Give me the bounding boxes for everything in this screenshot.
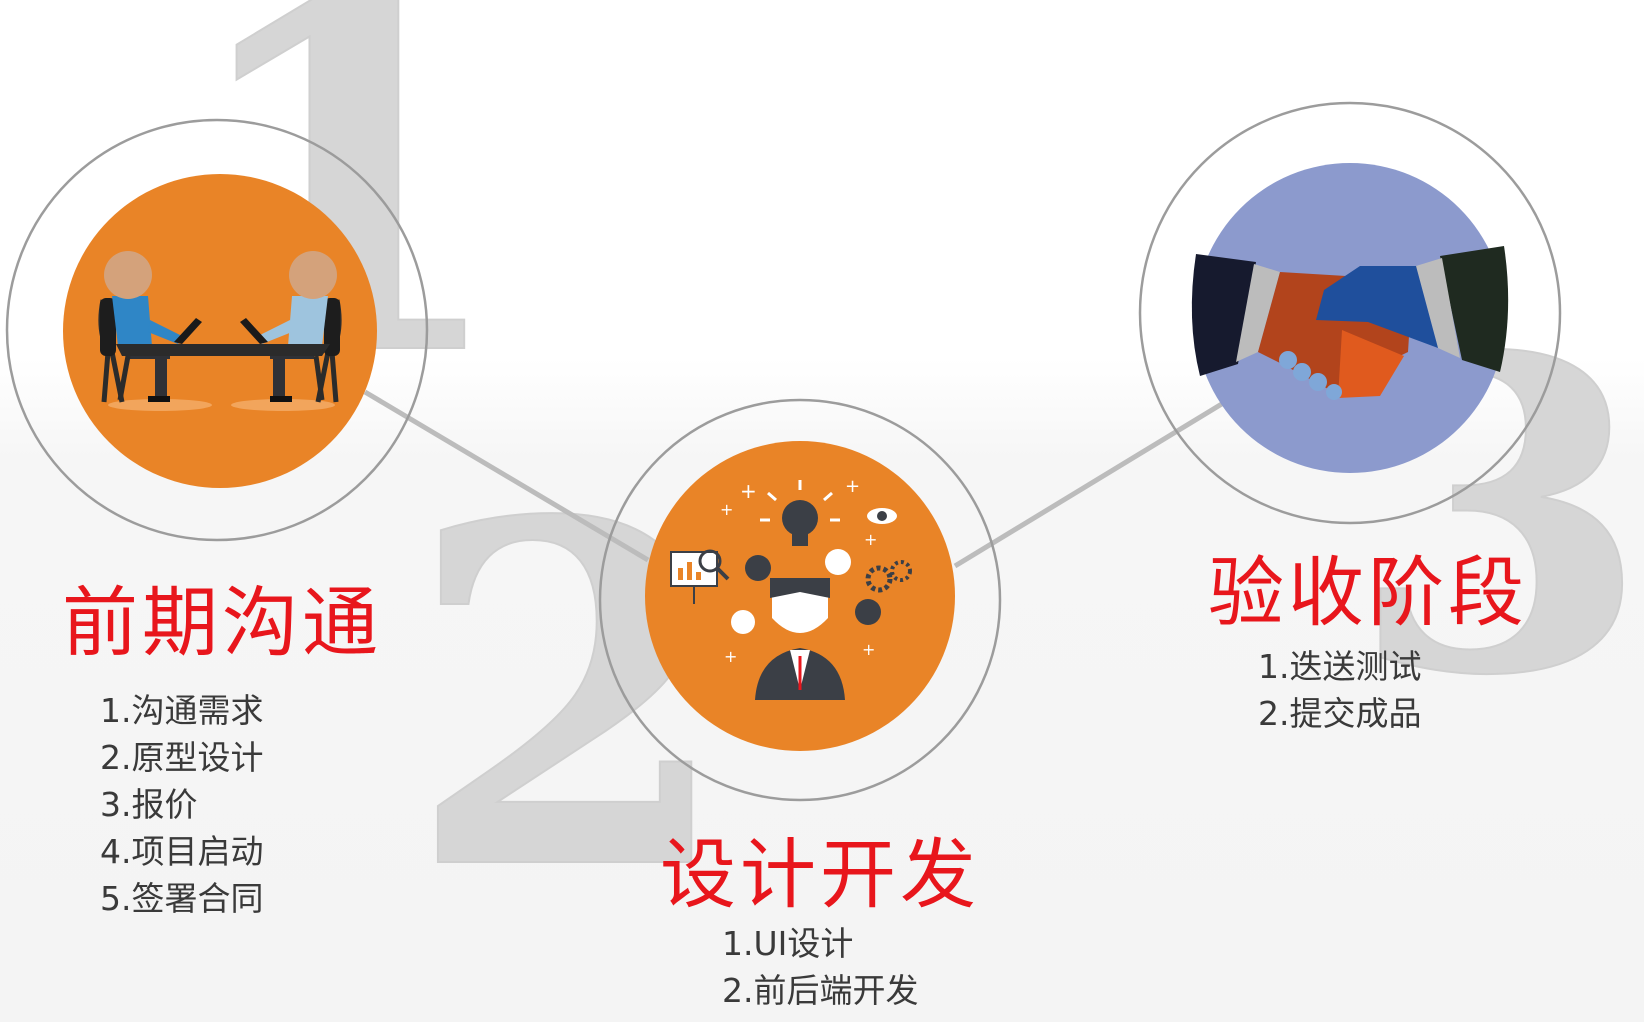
svg-text:+: + bbox=[862, 640, 875, 659]
stage-1-ring bbox=[5, 118, 429, 542]
stage-1-step: 2.原型设计 bbox=[100, 738, 264, 777]
stage-1-step: 3.报价 bbox=[100, 785, 198, 824]
stage-1-step: 5.签署合同 bbox=[100, 879, 264, 918]
stage-1-step: 4.项目启动 bbox=[100, 832, 264, 871]
stage-2-step: 1.UI设计 bbox=[722, 924, 854, 963]
svg-text:+: + bbox=[845, 476, 860, 497]
stage-2-title: 设计开发 bbox=[660, 830, 980, 919]
svg-text:+: + bbox=[864, 530, 877, 549]
connector-1-2 bbox=[363, 389, 650, 563]
meeting-icon bbox=[63, 174, 377, 488]
stage-3-step: 1.迭送测试 bbox=[1258, 647, 1422, 686]
stage-2-steps: 1.UI设计 2.前后端开发 bbox=[722, 920, 919, 1014]
stage-1-title: 前期沟通 bbox=[62, 578, 382, 667]
svg-text:+: + bbox=[724, 647, 737, 666]
stage-3-step: 2.提交成品 bbox=[1258, 694, 1422, 733]
stage-3-title: 验收阶段 bbox=[1208, 548, 1528, 637]
connector-2-3 bbox=[953, 399, 1227, 569]
svg-text:+: + bbox=[720, 500, 733, 519]
ideas-icon: + + + + + + bbox=[645, 441, 955, 751]
stage-2-step: 2.前后端开发 bbox=[722, 971, 919, 1010]
svg-text:+: + bbox=[740, 479, 757, 503]
handshake-icon bbox=[1191, 163, 1509, 473]
stage-3-ring bbox=[1138, 101, 1562, 525]
stage-3-steps: 1.迭送测试 2.提交成品 bbox=[1258, 643, 1422, 737]
stage-1-step: 1.沟通需求 bbox=[100, 691, 264, 730]
stage-2-ring bbox=[598, 398, 1002, 802]
stage-1-steps: 1.沟通需求 2.原型设计 3.报价 4.项目启动 5.签署合同 bbox=[100, 687, 264, 922]
